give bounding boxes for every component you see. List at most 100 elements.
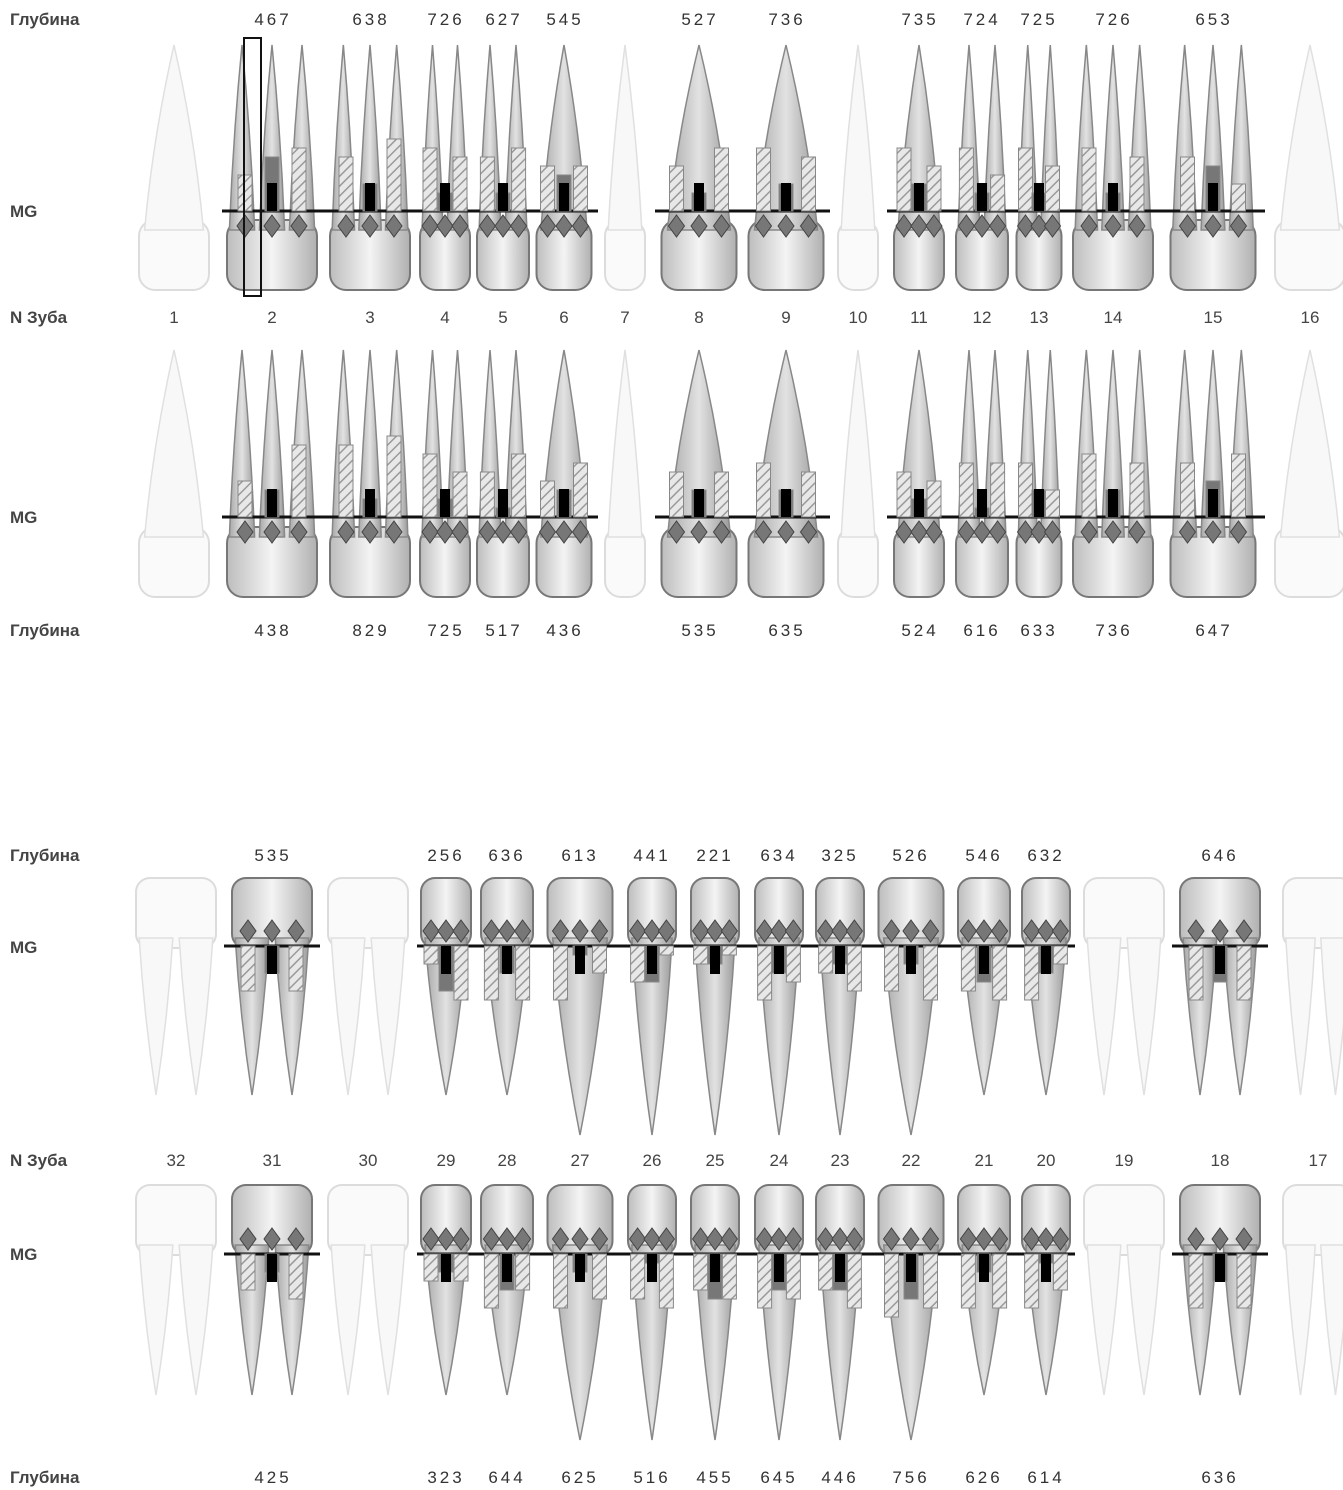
depth-value[interactable]: 636 xyxy=(488,846,526,865)
depth-value[interactable]: 425 xyxy=(254,1468,292,1487)
furcation-diamond xyxy=(452,1227,470,1251)
tooth-number[interactable]: 17 xyxy=(1308,1151,1328,1170)
depth-value[interactable]: 638 xyxy=(352,10,390,29)
depth-value[interactable]: 613 xyxy=(561,846,599,865)
tooth-number[interactable]: 29 xyxy=(436,1151,456,1170)
depth-value[interactable]: 736 xyxy=(768,10,806,29)
depth-value[interactable]: 546 xyxy=(965,846,1003,865)
tooth-number[interactable]: 7 xyxy=(620,308,630,327)
tooth-number[interactable]: 28 xyxy=(497,1151,517,1170)
selection-frame xyxy=(243,37,262,297)
depth-value[interactable]: 517 xyxy=(485,621,523,640)
tooth-number[interactable]: 14 xyxy=(1103,308,1123,327)
depth-value[interactable]: 616 xyxy=(963,621,1001,640)
depth-value[interactable]: 455 xyxy=(696,1468,734,1487)
depth-value[interactable]: 726 xyxy=(427,10,465,29)
tooth-number[interactable]: 4 xyxy=(440,308,450,327)
tooth-number[interactable]: 10 xyxy=(848,308,868,327)
tooth-number[interactable]: 25 xyxy=(705,1151,725,1170)
depth-value[interactable]: 438 xyxy=(254,621,292,640)
depth-value[interactable]: 614 xyxy=(1027,1468,1065,1487)
furcation-diamond xyxy=(482,1227,501,1251)
tooth-number[interactable]: 31 xyxy=(262,1151,282,1170)
furcation-diamond xyxy=(437,1227,455,1251)
tooth-number[interactable]: 8 xyxy=(694,308,704,327)
depth-value[interactable]: 325 xyxy=(821,846,859,865)
furcation-diamond xyxy=(910,520,928,544)
depth-value[interactable]: 724 xyxy=(963,10,1001,29)
tooth-number[interactable]: 32 xyxy=(166,1151,186,1170)
tooth-number[interactable]: 20 xyxy=(1036,1151,1056,1170)
depth-value[interactable]: 545 xyxy=(546,10,584,29)
tooth-number[interactable]: 23 xyxy=(830,1151,850,1170)
depth-value[interactable]: 736 xyxy=(1095,621,1133,640)
bleeding-mark xyxy=(1215,1254,1225,1282)
depth-value[interactable]: 626 xyxy=(965,1468,1003,1487)
depth-value[interactable]: 647 xyxy=(1195,621,1233,640)
pocket-bar xyxy=(1180,462,1195,518)
depth-value[interactable]: 646 xyxy=(1201,846,1239,865)
depth-value[interactable]: 725 xyxy=(427,621,465,640)
tooth-number[interactable]: 16 xyxy=(1300,308,1320,327)
tooth-number[interactable]: 13 xyxy=(1029,308,1049,327)
furcation-diamond xyxy=(1204,520,1222,544)
tooth-number[interactable]: 1 xyxy=(169,308,179,327)
depth-value[interactable]: 323 xyxy=(427,1468,465,1487)
tooth-number[interactable]: 12 xyxy=(972,308,992,327)
depth-value[interactable]: 653 xyxy=(1195,10,1233,29)
tooth-number[interactable]: 30 xyxy=(358,1151,378,1170)
furcation-diamond xyxy=(571,520,590,544)
depth-value[interactable]: 625 xyxy=(561,1468,599,1487)
depth-value[interactable]: 726 xyxy=(1095,10,1133,29)
depth-value[interactable]: 527 xyxy=(681,10,719,29)
tooth-number[interactable]: 6 xyxy=(559,308,569,327)
depth-value[interactable]: 535 xyxy=(681,621,719,640)
depth-value[interactable]: 221 xyxy=(696,846,734,865)
pocket-bar xyxy=(479,156,495,212)
tooth-number[interactable]: 15 xyxy=(1203,308,1223,327)
tooth-number[interactable]: 5 xyxy=(498,308,508,327)
tooth-number[interactable]: 27 xyxy=(570,1151,590,1170)
furcation-diamond xyxy=(337,214,355,238)
depth-value[interactable]: 756 xyxy=(892,1468,930,1487)
tooth-number[interactable]: 9 xyxy=(781,308,791,327)
depth-value[interactable]: 829 xyxy=(352,621,390,640)
depth-value[interactable]: 634 xyxy=(760,846,798,865)
depth-value[interactable]: 526 xyxy=(892,846,930,865)
depth-value[interactable]: 627 xyxy=(485,10,523,29)
depth-value[interactable]: 436 xyxy=(546,621,584,640)
depth-value[interactable]: 446 xyxy=(821,1468,859,1487)
tooth-number[interactable]: 24 xyxy=(769,1151,789,1170)
depth-value[interactable]: 441 xyxy=(633,846,671,865)
tooth-number[interactable]: 3 xyxy=(365,308,375,327)
furcation-diamond xyxy=(1037,1227,1055,1251)
pocket-bar xyxy=(1236,1253,1252,1309)
depth-value[interactable]: 516 xyxy=(633,1468,671,1487)
tooth-number[interactable]: 18 xyxy=(1210,1151,1230,1170)
tooth-number[interactable]: 11 xyxy=(910,308,928,327)
depth-value[interactable]: 535 xyxy=(254,846,292,865)
tooth-number[interactable]: 19 xyxy=(1114,1151,1134,1170)
depth-value[interactable]: 725 xyxy=(1020,10,1058,29)
furcation-diamond xyxy=(290,520,308,544)
furcation-diamond xyxy=(957,214,976,238)
root xyxy=(1126,1244,1162,1396)
depth-value[interactable]: 645 xyxy=(760,1468,798,1487)
furcation-diamond xyxy=(1030,520,1048,544)
tooth-number[interactable]: 22 xyxy=(901,1151,921,1170)
depth-value[interactable]: 735 xyxy=(901,10,939,29)
pocket-bar xyxy=(958,147,974,212)
depth-value[interactable]: 644 xyxy=(488,1468,526,1487)
depth-value[interactable]: 467 xyxy=(254,10,292,29)
depth-value[interactable]: 256 xyxy=(427,846,465,865)
tooth xyxy=(877,877,945,1136)
depth-value[interactable]: 524 xyxy=(901,621,939,640)
depth-value[interactable]: 633 xyxy=(1020,621,1058,640)
depth-value[interactable]: 632 xyxy=(1027,846,1065,865)
tooth-number[interactable]: 2 xyxy=(267,308,277,327)
tooth-number[interactable]: 26 xyxy=(642,1151,662,1170)
tooth-number[interactable]: 21 xyxy=(974,1151,994,1170)
furcation-diamond xyxy=(667,214,686,238)
depth-value[interactable]: 636 xyxy=(1201,1468,1239,1487)
depth-value[interactable]: 635 xyxy=(768,621,806,640)
